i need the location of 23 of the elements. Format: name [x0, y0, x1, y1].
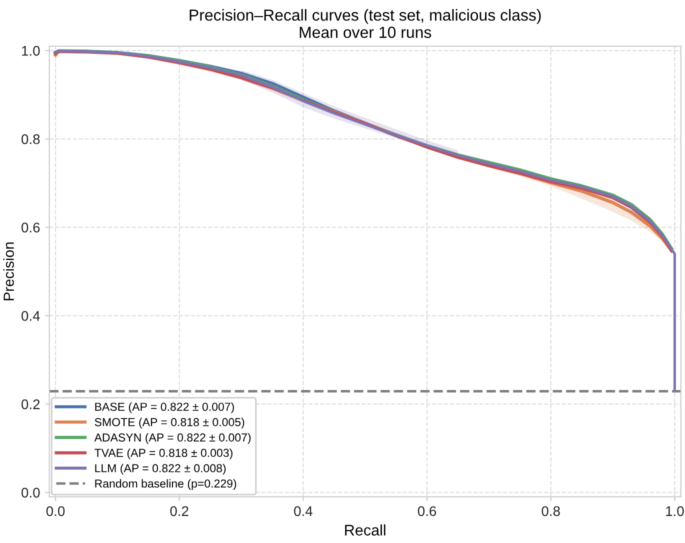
x-tick-label: 0.4	[294, 506, 312, 516]
chart-subtitle: Mean over 10 runs	[300, 26, 432, 38]
legend-label: TVAE (AP = 0.818 ± 0.003)	[94, 448, 232, 460]
x-tick-label: 0.2	[170, 506, 188, 516]
legend-label: LLM (AP = 0.822 ± 0.008)	[95, 464, 226, 475]
legend-label: ADASYN (AP = 0.822 ± 0.007)	[94, 433, 251, 444]
legend-label: Random baseline (p=0.229)	[95, 479, 236, 490]
y-axis-title: Precision	[3, 242, 14, 300]
x-tick-label: 0.6	[418, 506, 436, 516]
legend-label: SMOTE (AP = 0.818 ± 0.005)	[94, 418, 244, 428]
x-tick-label: 0.0	[46, 506, 65, 516]
y-tick-label: 0.2	[22, 399, 40, 410]
x-axis-title: Recall	[345, 524, 386, 536]
y-tick-label: 0.4	[22, 311, 40, 321]
line-series	[54, 50, 676, 392]
x-tick-label: 0.8	[542, 506, 560, 516]
y-tick-label: 0.6	[22, 222, 40, 232]
y-tick-label: 0.0	[22, 488, 40, 498]
y-tick-label: 1.0	[22, 46, 40, 56]
legend-label: BASE (AP = 0.822 ± 0.007)	[95, 402, 234, 414]
x-tick-label: 1.0	[666, 506, 684, 516]
chart-title: Precision–Recall curves (test set, malicious class)	[190, 9, 541, 24]
y-tick-label: 0.8	[22, 134, 40, 144]
